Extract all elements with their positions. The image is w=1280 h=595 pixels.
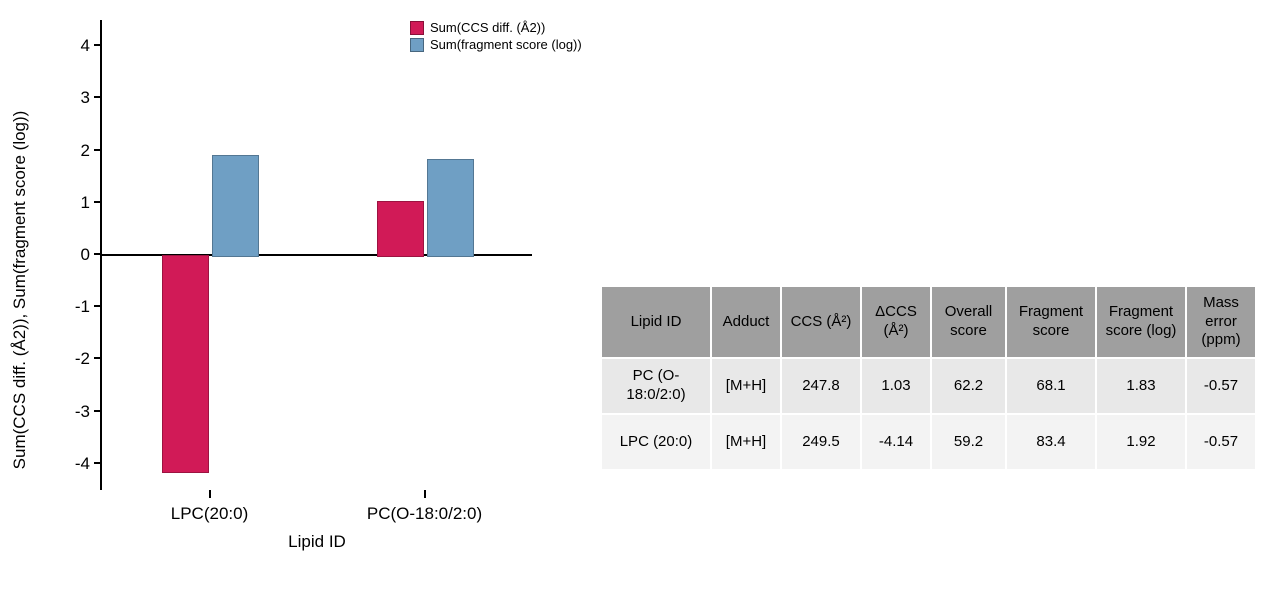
y-axis-label: Sum(CCS diff. (Å2)), Sum(fragment score …	[10, 111, 30, 470]
table-cell: 247.8	[781, 358, 861, 414]
y-tick-label: 4	[81, 36, 90, 56]
lipid-data-table: Lipid IDAdductCCS (Å²)ΔCCS (Å²)Overall s…	[600, 285, 1257, 471]
y-tick	[94, 45, 102, 47]
table-row: LPC (20:0)[M+H]249.5-4.1459.283.41.92-0.…	[601, 414, 1256, 470]
table-cell: PC (O-18:0/2:0)	[601, 358, 711, 414]
bar	[427, 159, 474, 257]
table-header-cell: Fragment score (log)	[1096, 286, 1186, 358]
plot-area: -4-3-2-101234LPC(20:0)PC(O-18:0/2:0)Lipi…	[100, 20, 532, 490]
bar	[162, 255, 209, 473]
y-tick-label: 3	[81, 88, 90, 108]
legend-swatch-icon	[410, 38, 424, 52]
table-cell: -0.57	[1186, 358, 1256, 414]
y-tick	[94, 202, 102, 204]
table-cell: 62.2	[931, 358, 1006, 414]
y-tick	[94, 150, 102, 152]
table-cell: 68.1	[1006, 358, 1096, 414]
bar	[212, 155, 259, 257]
table-cell: 83.4	[1006, 414, 1096, 470]
x-category-label: PC(O-18:0/2:0)	[367, 504, 482, 524]
y-tick	[94, 97, 102, 99]
table-header-cell: Adduct	[711, 286, 781, 358]
chart-legend: Sum(CCS diff. (Å2)) Sum(fragment score (l…	[410, 20, 582, 54]
table-row: PC (O-18:0/2:0)[M+H]247.81.0362.268.11.8…	[601, 358, 1256, 414]
table-cell: -0.57	[1186, 414, 1256, 470]
page-root: Sum(CCS diff. (Å2)), Sum(fragment score …	[0, 0, 1280, 595]
x-category-label: LPC(20:0)	[171, 504, 248, 524]
table-header-cell: Fragment score	[1006, 286, 1096, 358]
y-tick-label: -1	[75, 297, 90, 317]
table-header-cell: CCS (Å²)	[781, 286, 861, 358]
legend-label: Sum(CCS diff. (Å2))	[430, 20, 545, 35]
y-tick	[94, 306, 102, 308]
y-tick	[94, 463, 102, 465]
table-cell: 59.2	[931, 414, 1006, 470]
table-header-cell: Lipid ID	[601, 286, 711, 358]
y-tick	[94, 254, 102, 256]
y-tick-label: -2	[75, 349, 90, 369]
y-tick-label: -3	[75, 402, 90, 422]
y-tick-label: 1	[81, 193, 90, 213]
table-cell: 1.83	[1096, 358, 1186, 414]
legend-item: Sum(CCS diff. (Å2))	[410, 20, 582, 35]
table-header-cell: Overall score	[931, 286, 1006, 358]
table-cell: 1.92	[1096, 414, 1186, 470]
table-header-cell: Mass error (ppm)	[1186, 286, 1256, 358]
table-cell: 1.03	[861, 358, 931, 414]
y-tick-label: -4	[75, 454, 90, 474]
x-axis-label: Lipid ID	[288, 532, 346, 552]
table-cell: 249.5	[781, 414, 861, 470]
table-cell: [M+H]	[711, 358, 781, 414]
bar-chart: Sum(CCS diff. (Å2)), Sum(fragment score …	[30, 10, 590, 570]
y-tick-label: 0	[81, 245, 90, 265]
table-cell: [M+H]	[711, 414, 781, 470]
legend-label: Sum(fragment score (log))	[430, 37, 582, 52]
table-header-cell: ΔCCS (Å²)	[861, 286, 931, 358]
table-cell: LPC (20:0)	[601, 414, 711, 470]
x-tick	[424, 490, 426, 498]
legend-item: Sum(fragment score (log))	[410, 37, 582, 52]
table-cell: -4.14	[861, 414, 931, 470]
y-tick	[94, 358, 102, 360]
y-tick	[94, 411, 102, 413]
x-tick	[209, 490, 211, 498]
y-tick-label: 2	[81, 141, 90, 161]
bar	[377, 201, 424, 257]
legend-swatch-icon	[410, 21, 424, 35]
